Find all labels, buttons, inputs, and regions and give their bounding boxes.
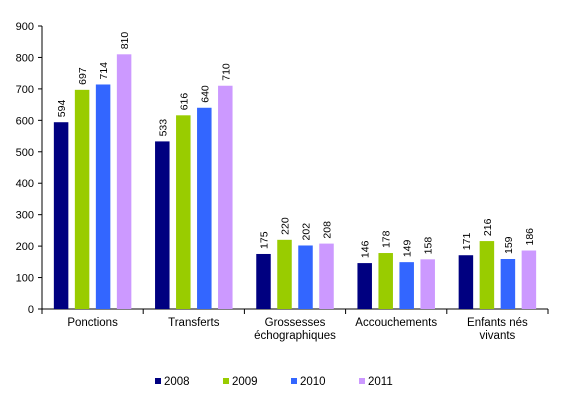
legend-swatch-2009	[223, 378, 229, 384]
data-label: 710	[220, 63, 232, 81]
bar-2010-4	[500, 259, 516, 309]
data-label: 594	[56, 100, 68, 118]
y-tick-label: 0	[28, 304, 34, 316]
bar-2011-4	[521, 250, 537, 309]
bar-2010-0	[95, 84, 111, 309]
data-label: 146	[360, 240, 372, 258]
legend-label: 2009	[232, 376, 258, 388]
y-tick-label: 200	[16, 241, 34, 253]
bar-2009-2	[277, 239, 292, 309]
y-tick-label: 100	[16, 273, 34, 285]
y-tick-label: 400	[16, 178, 34, 190]
bar-2010-2	[298, 245, 313, 309]
y-axis: 0 100 200 300 400 500 600 700 800 900	[16, 21, 43, 316]
data-label: 202	[301, 223, 313, 241]
bar-2011-2	[319, 243, 334, 309]
legend-swatch-2010	[291, 378, 297, 384]
bar-2008-4	[458, 255, 474, 309]
y-tick-label: 900	[16, 21, 34, 33]
data-label: 640	[199, 85, 211, 103]
bar-2009-4	[479, 241, 495, 309]
legend-label: 2008	[164, 376, 190, 388]
data-label: 216	[482, 218, 494, 236]
legend: 2008 2009 2010 2011	[155, 376, 393, 388]
data-label: 714	[98, 62, 110, 80]
category-label: échographiques	[254, 330, 336, 342]
data-label: 220	[280, 217, 292, 235]
data-label: 149	[402, 239, 414, 257]
bar-2008-0	[53, 122, 69, 309]
y-tick-label: 600	[16, 115, 34, 127]
bar-2010-3	[399, 262, 414, 309]
data-label: 616	[178, 93, 190, 111]
data-label: 178	[381, 230, 393, 248]
bar-2009-1	[176, 115, 191, 310]
data-label: 159	[503, 236, 515, 254]
bar-2011-0	[116, 54, 132, 309]
category-label: Accouchements	[355, 317, 437, 329]
data-label: 158	[423, 237, 435, 255]
data-label: 171	[461, 233, 473, 251]
y-tick-label: 800	[16, 52, 34, 64]
legend-swatch-2008	[155, 378, 161, 384]
bar-2009-0	[74, 89, 90, 310]
bar-2008-2	[256, 253, 271, 309]
y-tick-label: 700	[16, 84, 34, 96]
y-tick-label: 300	[16, 210, 34, 222]
legend-label: 2011	[368, 376, 393, 388]
data-label: 810	[119, 32, 131, 50]
bars	[53, 54, 537, 310]
x-axis: Ponctions Transferts Grossesseséchographiq…	[41, 308, 549, 342]
category-label: Grossesses	[265, 317, 326, 329]
bar-2011-3	[420, 259, 435, 309]
data-label: 533	[157, 119, 169, 137]
category-label: Ponctions	[67, 317, 118, 329]
data-label: 208	[322, 221, 334, 239]
bar-2008-3	[357, 263, 372, 309]
data-labels: 594 533 175 146 171 697 616 220 178 216 714 640 202 1…	[56, 32, 536, 258]
data-label: 175	[259, 231, 271, 249]
category-label: Enfants nés	[467, 317, 528, 329]
y-tick-label: 500	[16, 147, 34, 159]
bar-2011-1	[218, 85, 233, 309]
category-label: vivants	[480, 330, 516, 342]
legend-label: 2010	[300, 376, 326, 388]
data-label: 697	[77, 67, 89, 85]
bar-2009-3	[378, 253, 393, 309]
category-label: Transferts	[168, 317, 220, 329]
data-label: 186	[524, 228, 536, 246]
legend-swatch-2011	[359, 378, 365, 384]
bar-2008-1	[155, 141, 170, 309]
bar-2010-1	[197, 107, 212, 309]
